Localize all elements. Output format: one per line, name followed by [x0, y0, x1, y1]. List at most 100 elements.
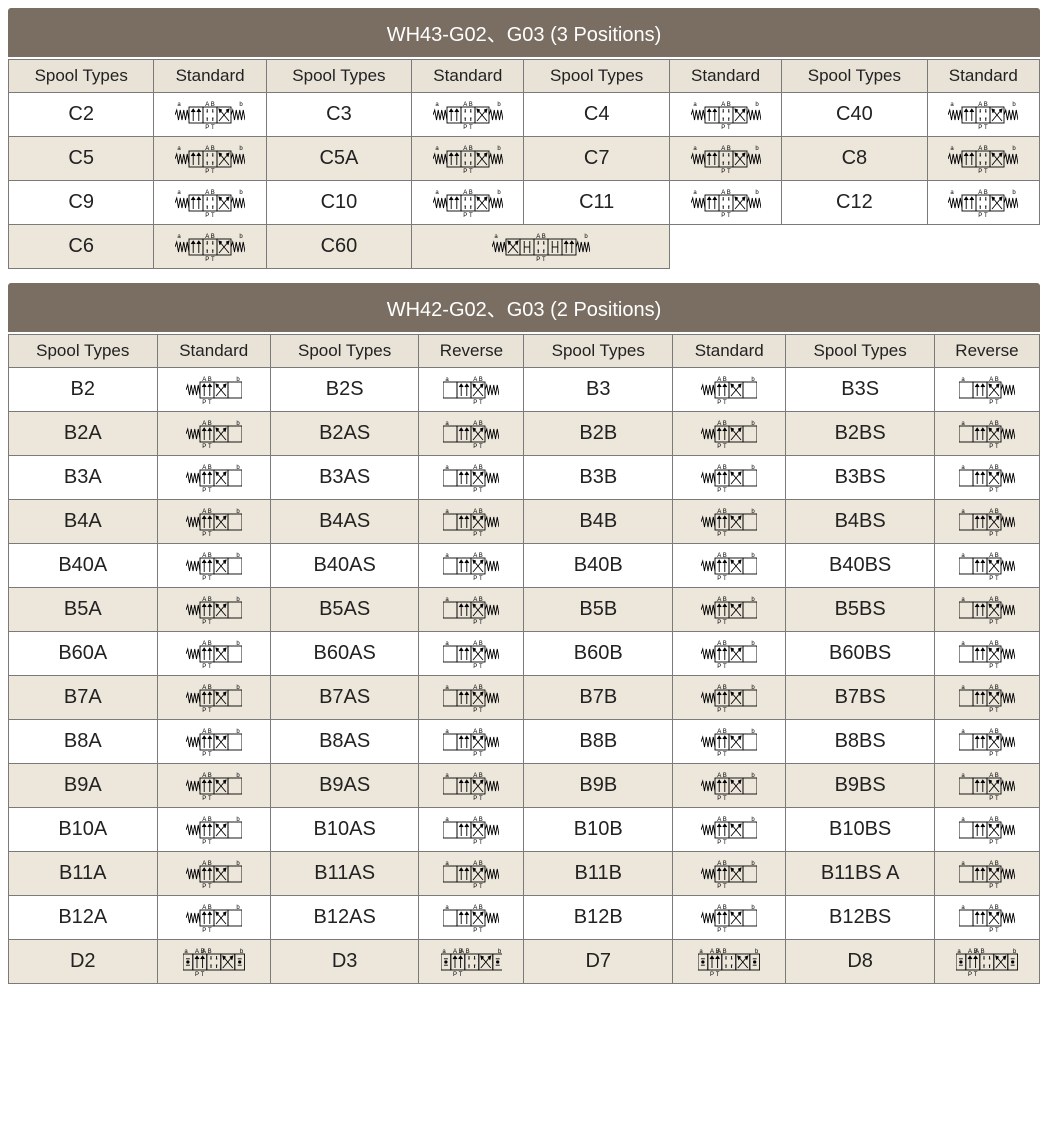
- svg-text:B: B: [211, 146, 215, 152]
- column-header: Reverse: [419, 335, 524, 368]
- svg-text:B: B: [479, 685, 483, 691]
- svg-text:P: P: [717, 620, 721, 626]
- svg-text:A: A: [717, 509, 721, 515]
- spool-type-code: B3: [524, 368, 673, 412]
- valve-symbol: ABPTa: [419, 368, 524, 412]
- valve-symbol: ABPTb: [673, 456, 786, 500]
- spool-type-code: C4: [524, 93, 669, 137]
- svg-text:B: B: [981, 949, 985, 955]
- svg-text:a: a: [951, 146, 955, 152]
- spool-type-code: B4BS: [786, 500, 935, 544]
- svg-text:b: b: [755, 146, 759, 152]
- svg-text:A: A: [989, 377, 993, 383]
- svg-text:A: A: [474, 641, 478, 647]
- table-row: B8AABPTbB8ASABPTaB8BABPTbB8BSABPTa: [9, 720, 1040, 764]
- svg-text:T: T: [211, 213, 215, 219]
- svg-text:A: A: [717, 597, 721, 603]
- svg-text:T: T: [723, 884, 727, 890]
- svg-text:B: B: [541, 234, 545, 240]
- svg-text:P: P: [453, 971, 457, 977]
- svg-text:P: P: [202, 400, 206, 406]
- svg-text:A: A: [717, 861, 721, 867]
- column-header: Standard: [669, 60, 781, 93]
- column-header: Spool Types: [782, 60, 927, 93]
- svg-text:P: P: [717, 752, 721, 758]
- svg-text:T: T: [995, 796, 999, 802]
- svg-text:T: T: [723, 620, 727, 626]
- spool-type-code: B8B: [524, 720, 673, 764]
- valve-symbol: ABPTa: [934, 720, 1039, 764]
- valve-symbol: ABPTa: [419, 632, 524, 676]
- spool-type-code: B11B: [524, 852, 673, 896]
- table-row: B7AABPTbB7ASABPTaB7BABPTbB7BSABPTa: [9, 676, 1040, 720]
- valve-symbol: ABPTa: [419, 588, 524, 632]
- spool-type-code: B12BS: [786, 896, 935, 940]
- spool-type-code: B8AS: [270, 720, 419, 764]
- svg-text:A: A: [717, 377, 721, 383]
- svg-text:A: A: [202, 685, 206, 691]
- column-header: Spool Types: [270, 335, 419, 368]
- svg-text:a: a: [177, 102, 181, 108]
- svg-text:P: P: [717, 576, 721, 582]
- spool-type-code: B9BS: [786, 764, 935, 808]
- svg-text:P: P: [717, 840, 721, 846]
- valve-symbol: ABABPTab: [419, 940, 524, 984]
- svg-text:A: A: [989, 641, 993, 647]
- spool-type-code: B2S: [270, 368, 419, 412]
- svg-text:P: P: [989, 796, 993, 802]
- svg-text:P: P: [717, 532, 721, 538]
- valve-symbol: ABPTb: [673, 676, 786, 720]
- svg-text:T: T: [211, 125, 215, 131]
- svg-text:b: b: [755, 102, 759, 108]
- svg-text:a: a: [177, 190, 181, 196]
- svg-text:P: P: [721, 213, 725, 219]
- valve-symbol: ABPTb: [157, 368, 270, 412]
- valve-symbol: ABPTa: [419, 544, 524, 588]
- svg-text:B: B: [723, 641, 727, 647]
- svg-text:T: T: [723, 444, 727, 450]
- svg-text:A: A: [717, 729, 721, 735]
- valve-symbol: ABPTb: [673, 720, 786, 764]
- spool-type-code: B7B: [524, 676, 673, 720]
- valve-symbol: ABPTa: [934, 676, 1039, 720]
- svg-text:T: T: [723, 400, 727, 406]
- svg-text:A: A: [989, 465, 993, 471]
- table-row: B2AABPTbB2ASABPTaB2BABPTbB2BSABPTa: [9, 412, 1040, 456]
- svg-text:B: B: [995, 465, 999, 471]
- svg-text:P: P: [474, 400, 478, 406]
- svg-text:b: b: [755, 190, 759, 196]
- svg-text:T: T: [479, 532, 483, 538]
- svg-text:B: B: [465, 949, 469, 955]
- svg-text:T: T: [479, 488, 483, 494]
- svg-text:A: A: [453, 949, 457, 955]
- svg-text:P: P: [202, 576, 206, 582]
- svg-text:A: A: [202, 553, 206, 559]
- svg-text:A: A: [717, 817, 721, 823]
- valve-symbol: ABPTb: [157, 720, 270, 764]
- spool-type-code: C6: [9, 225, 154, 269]
- table-row: B11AABPTbB11ASABPTaB11BABPTbB11BS AABPTa: [9, 852, 1040, 896]
- svg-text:B: B: [479, 421, 483, 427]
- valve-symbol: ABPTb: [157, 764, 270, 808]
- svg-text:A: A: [717, 641, 721, 647]
- svg-text:B: B: [479, 773, 483, 779]
- svg-text:b: b: [584, 234, 588, 240]
- spool-type-code: D8: [786, 940, 935, 984]
- svg-text:P: P: [474, 532, 478, 538]
- svg-text:A: A: [474, 729, 478, 735]
- spool-type-code: B3S: [786, 368, 935, 412]
- spool-type-code: B10B: [524, 808, 673, 852]
- svg-text:P: P: [463, 213, 467, 219]
- valve-symbol: ABPTab: [412, 93, 524, 137]
- svg-text:T: T: [984, 213, 988, 219]
- svg-text:A: A: [202, 377, 206, 383]
- svg-text:P: P: [202, 840, 206, 846]
- svg-text:P: P: [989, 532, 993, 538]
- valve-symbol: ABPTb: [673, 500, 786, 544]
- svg-text:P: P: [202, 796, 206, 802]
- svg-text:T: T: [211, 169, 215, 175]
- svg-text:A: A: [989, 861, 993, 867]
- svg-text:P: P: [717, 444, 721, 450]
- table-row: B4AABPTbB4ASABPTaB4BABPTbB4BSABPTa: [9, 500, 1040, 544]
- column-header: Reverse: [934, 335, 1039, 368]
